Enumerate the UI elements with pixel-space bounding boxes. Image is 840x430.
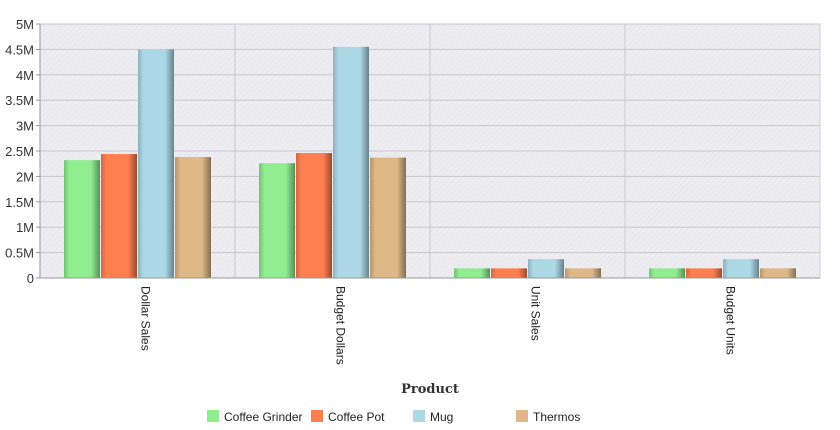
bar xyxy=(370,157,406,278)
x-category-label: Budget Dollars xyxy=(334,286,348,365)
bar xyxy=(686,268,722,278)
x-axis-title: Product xyxy=(401,382,459,397)
y-tick-label: 1M xyxy=(16,220,34,235)
bar xyxy=(296,153,332,278)
bar xyxy=(138,49,174,279)
x-category-label: Unit Sales xyxy=(529,286,543,341)
bars xyxy=(64,46,796,279)
bar xyxy=(760,268,796,278)
y-tick-label: 4M xyxy=(16,68,34,83)
bar xyxy=(175,157,211,278)
y-tick-label: 2.5M xyxy=(5,144,34,159)
legend-label: Thermos xyxy=(533,410,580,424)
legend-swatch xyxy=(516,410,528,422)
bar xyxy=(64,160,100,278)
y-tick-label: 2M xyxy=(16,169,34,184)
bar xyxy=(491,268,527,278)
y-tick-label: 3.5M xyxy=(5,93,34,108)
legend-swatch xyxy=(311,410,323,422)
bar xyxy=(259,163,295,278)
x-category-label: Budget Units xyxy=(724,286,738,355)
y-tick-label: 3M xyxy=(16,119,34,134)
y-tick-label: 5M xyxy=(16,17,34,32)
y-tick-label: 4.5M xyxy=(5,42,34,57)
axes: 0 0.5M 1M 1.5M 2M 2.5M 3M 3.5M 4M 4.5M 5M Dollar Sa… xyxy=(5,17,820,365)
x-category-label: Dollar Sales xyxy=(139,286,153,351)
y-tick-label: 0 xyxy=(27,271,34,286)
legend-label: Coffee Pot xyxy=(328,410,385,424)
legend-swatch xyxy=(207,410,219,422)
legend: Coffee Grinder Coffee Pot Mug Thermos xyxy=(207,410,580,424)
bar xyxy=(101,154,137,278)
bar xyxy=(723,259,759,278)
bar xyxy=(565,268,601,278)
legend-label: Coffee Grinder xyxy=(224,410,303,424)
legend-swatch xyxy=(413,410,425,422)
legend-label: Mug xyxy=(430,410,453,424)
y-tick-label: 1.5M xyxy=(5,195,34,210)
bar xyxy=(333,46,369,278)
bar xyxy=(454,268,490,278)
y-tick-label: 0.5M xyxy=(5,246,34,261)
bar xyxy=(528,259,564,278)
bar xyxy=(649,268,685,278)
